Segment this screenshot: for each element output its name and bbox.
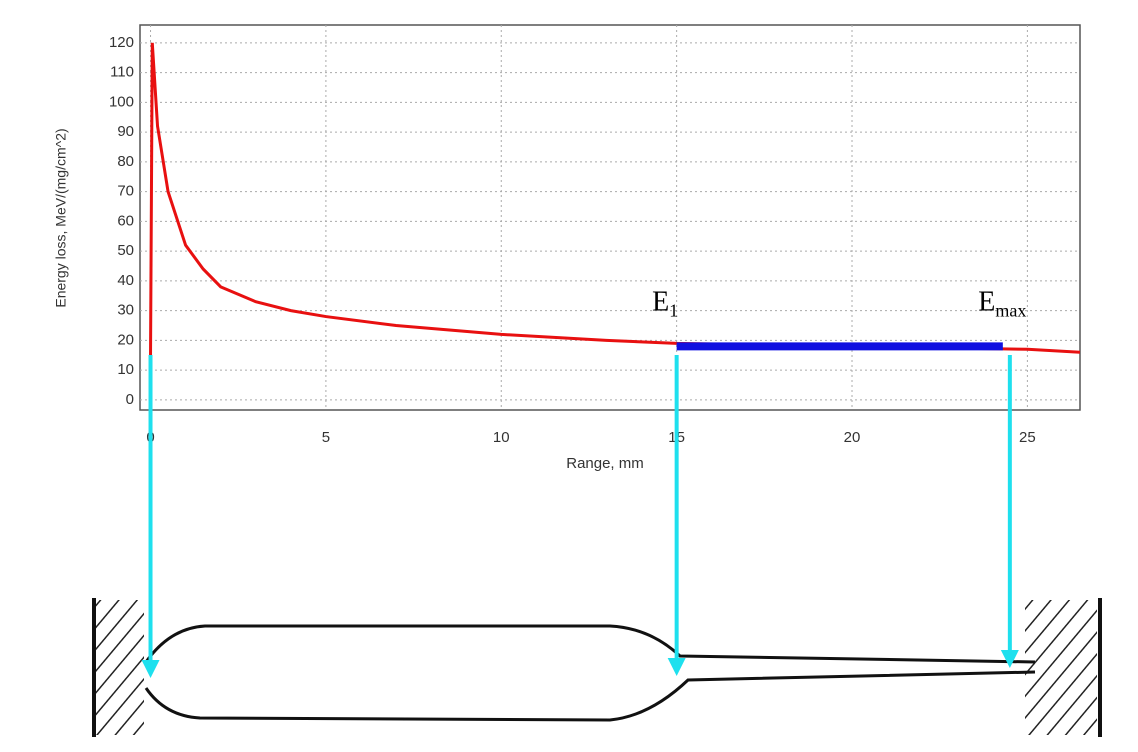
y-tick-label: 50 [117,242,134,259]
y-tick-label: 0 [126,391,134,408]
annotation-letter: E [978,287,995,318]
y-tick-label: 110 [110,64,134,81]
annotation: Emax [978,287,1026,321]
annotation-subscript: 1 [669,301,678,321]
specimen-diagram [92,598,1102,737]
x-axis-label: Range, mm [566,455,644,472]
right-clamp [1025,600,1097,735]
y-tick-label: 60 [117,212,134,229]
plot-area [139,24,1081,411]
y-tick-label: 40 [117,272,134,289]
annotation-subscript: max [995,301,1026,321]
y-axis-label: Energy loss, MeV/(mg/cm^2) [53,128,69,307]
x-tick-label: 5 [322,429,330,446]
arrow-head [141,660,160,678]
annotation: E1 [652,287,678,321]
annotation-letter: E [652,287,669,318]
arrow-head [1000,650,1019,668]
left-clamp [94,600,144,735]
y-tick-label: 120 [109,34,134,51]
y-tick-label: 80 [117,153,134,170]
y-tick-label: 10 [117,361,134,378]
y-tick-label: 90 [117,123,134,140]
arrow-head [667,658,686,676]
y-tick-label: 100 [109,93,134,110]
x-tick-label: 10 [493,429,510,446]
y-tick-label: 20 [117,331,134,348]
specimen-bottom [144,670,1036,722]
y-tick-label: 70 [117,183,134,200]
x-tick-label: 25 [1019,429,1036,446]
x-tick-label: 20 [844,429,861,446]
y-tick-label: 30 [117,302,134,319]
specimen-top [144,624,1036,664]
